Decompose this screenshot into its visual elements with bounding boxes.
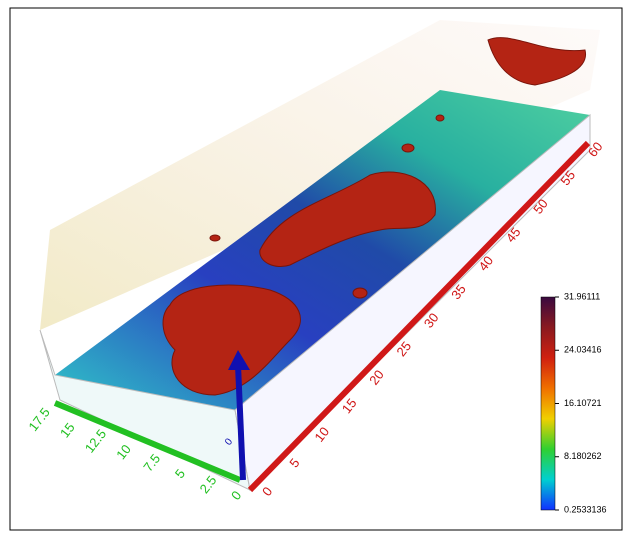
colorbar — [541, 297, 555, 510]
colorbar-tick-label: 0.2533136 — [564, 504, 607, 514]
chart: 0.2533136 8.180262 16.10721 24.03416 31.9611… — [0, 0, 632, 539]
page: {"chart_data": {"type": "volume", "x_axi… — [0, 0, 632, 539]
colorbar-tick-label: 16.10721 — [564, 398, 602, 408]
colorbar-tick-label: 24.03416 — [564, 345, 602, 355]
colorbar-tick-label: 31.96111 — [564, 291, 600, 301]
colorbar-tick-label: 8.180262 — [564, 451, 602, 461]
